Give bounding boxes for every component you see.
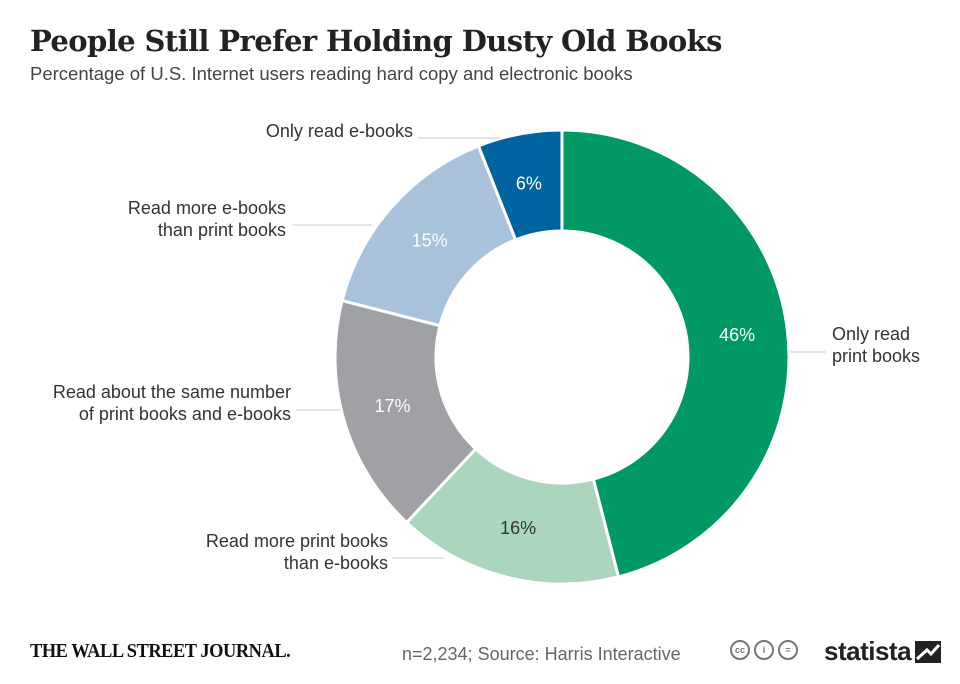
creative-commons-icon[interactable]: cc <box>730 640 750 660</box>
slice-category-label-line: Only read e-books <box>266 121 413 141</box>
leader-lines <box>292 137 826 559</box>
statista-logo[interactable]: statista <box>824 636 942 667</box>
slice-category-label-line: Only read <box>832 324 910 344</box>
donut-slice <box>560 128 791 579</box>
slice-category-label: Read more print books than e-books <box>206 531 388 573</box>
statista-mark-icon <box>915 640 942 663</box>
chart-title: People Still Prefer Holding Dusty Old Bo… <box>30 24 722 58</box>
slice-category-label: Only read print books <box>832 324 920 366</box>
source-note: n=2,234; Source: Harris Interactive <box>402 644 681 664</box>
slice-category-label-line: Read more e-books <box>128 198 286 218</box>
slice-value-label: 6% <box>516 174 542 194</box>
license-icons: cc i = <box>730 640 798 660</box>
slice-category-label-line: of print books and e-books <box>79 404 291 424</box>
slice-value-label: 16% <box>500 518 536 538</box>
donut-slice <box>340 143 518 328</box>
chart-subtitle: Percentage of U.S. Internet users readin… <box>30 63 633 84</box>
slice-category-label-line: than print books <box>158 220 286 240</box>
no-derivatives-icon[interactable]: = <box>778 640 798 660</box>
slice-category-label-line: Read more print books <box>206 531 388 551</box>
value-labels: 46% 16% 17% 15% 6% <box>374 174 755 538</box>
statista-wordmark: statista <box>824 636 912 666</box>
category-labels: Only read print books Read more print book… <box>53 121 920 573</box>
slice-value-label: 17% <box>374 396 410 416</box>
donut-slice <box>404 446 621 586</box>
donut-slice <box>476 128 564 242</box>
slice-category-label-line: Read about the same number <box>53 382 291 402</box>
slice-category-label: Only read e-books <box>266 121 413 141</box>
donut-slices <box>333 128 791 586</box>
donut-chart: 46% 16% 17% 15% 6% Only read print books Read … <box>53 121 920 586</box>
slice-category-label: Read more e-books than print books <box>128 198 286 240</box>
wsj-logo: THE WALL STREET JOURNAL. <box>30 640 291 662</box>
donut-slice <box>333 298 478 525</box>
slice-category-label-line: than e-books <box>284 553 388 573</box>
slice-category-label-line: print books <box>832 346 920 366</box>
slice-value-label: 46% <box>719 325 755 345</box>
attribution-icon[interactable]: i <box>754 640 774 660</box>
slice-category-label: Read about the same number of print books… <box>53 382 291 424</box>
slice-value-label: 15% <box>412 230 448 250</box>
